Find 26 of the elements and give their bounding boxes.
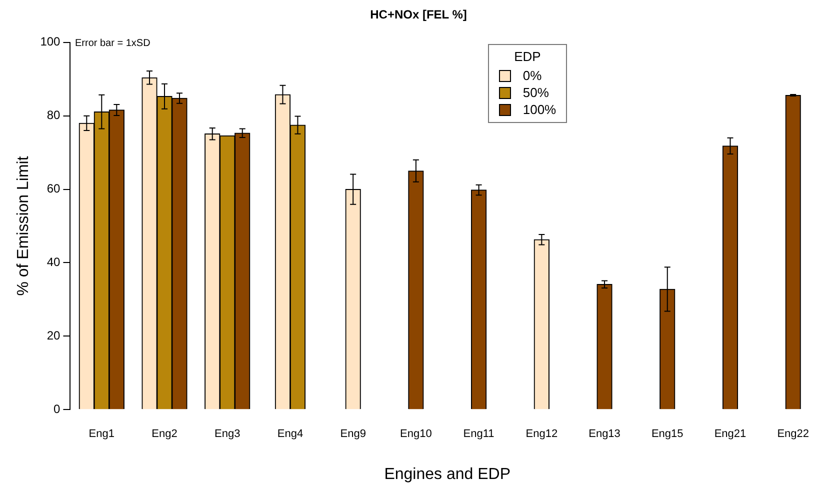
legend-title: EDP — [513, 49, 542, 64]
x-tick-label: Eng12 — [526, 428, 558, 440]
x-tick-label: Eng3 — [214, 428, 240, 440]
x-tick-label: Eng2 — [152, 428, 178, 440]
x-tick-label: Eng1 — [88, 428, 114, 440]
y-tick-label: 60 — [46, 182, 61, 196]
legend-label: 50% — [522, 84, 549, 102]
x-tick-label: Eng22 — [777, 428, 809, 440]
y-tick-label: 0 — [54, 402, 61, 416]
y-tick-label: 20 — [46, 328, 61, 342]
chart-title: HC+NOx [FEL %] — [370, 8, 467, 22]
x-tick-label: Eng13 — [588, 428, 620, 440]
legend-label: 100% — [522, 101, 556, 118]
y-tick-label: 80 — [46, 108, 61, 122]
x-axis-title: Engines and EDP — [384, 466, 511, 483]
x-tick-label: Eng4 — [277, 428, 304, 440]
y-axis-title: % of Emission Limit — [15, 156, 32, 296]
x-tick-label: Eng9 — [340, 428, 366, 440]
x-tick-label: Eng10 — [400, 428, 432, 440]
y-tick-label: 40 — [46, 255, 61, 270]
x-tick-label: Eng21 — [714, 428, 746, 440]
x-tick-label: Eng15 — [651, 428, 684, 440]
annotation: Error bar = 1xSD — [75, 38, 150, 49]
y-tick-label: 100 — [40, 34, 61, 49]
x-tick-label: Eng11 — [463, 428, 494, 440]
legend-label: 0% — [522, 67, 542, 84]
